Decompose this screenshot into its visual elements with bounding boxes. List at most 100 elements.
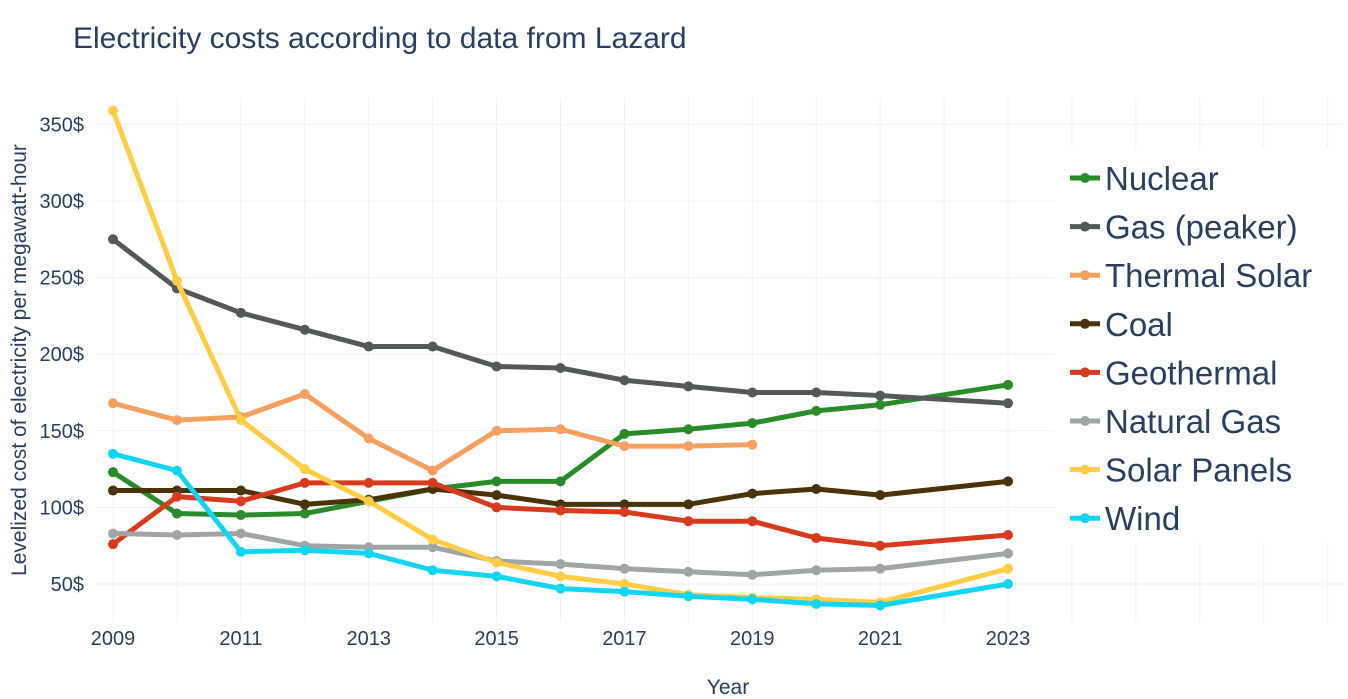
data-point (171, 465, 182, 476)
data-point (491, 361, 502, 372)
data-point (875, 399, 886, 410)
legend-item[interactable]: Gas (peaker) (1070, 209, 1298, 246)
data-point (171, 415, 182, 426)
data-point (875, 600, 886, 611)
data-point (555, 476, 566, 487)
data-point (108, 467, 118, 478)
data-point (235, 496, 246, 507)
y-tick-label: 50$ (51, 574, 84, 596)
data-point (235, 415, 246, 426)
legend-swatch-marker (1080, 464, 1090, 475)
data-point (619, 579, 630, 589)
data-point (427, 465, 438, 476)
data-point (619, 375, 630, 386)
data-point (683, 516, 694, 527)
y-tick-label: 100$ (40, 497, 85, 519)
data-point (683, 499, 694, 510)
data-point (427, 477, 438, 488)
data-point (875, 540, 886, 551)
data-point (1003, 398, 1014, 409)
y-tick-label: 350$ (40, 114, 85, 136)
data-point (1003, 476, 1014, 487)
series-line (110, 530, 1011, 578)
chart-title: Electricity costs according to data from… (73, 22, 687, 55)
legend-label: Coal (1105, 306, 1173, 343)
legend-label: Geothermal (1105, 354, 1277, 391)
series-line (110, 236, 1011, 406)
x-tick-label: 2023 (986, 628, 1031, 650)
data-point (299, 499, 310, 510)
y-tick-label: 150$ (40, 421, 85, 443)
data-point (555, 559, 566, 570)
x-tick-label: 2011 (219, 628, 262, 650)
data-point (683, 424, 694, 435)
data-point (683, 441, 694, 452)
data-point (299, 324, 310, 335)
data-point (363, 548, 374, 559)
data-point (1003, 563, 1014, 574)
x-axis-title: Year (707, 676, 749, 699)
data-point (1003, 579, 1014, 589)
data-point (491, 571, 502, 582)
data-point (235, 485, 246, 496)
x-tick-label: 2013 (346, 628, 391, 650)
legend-item[interactable]: Coal (1070, 306, 1173, 343)
data-point (555, 362, 566, 373)
data-point (235, 307, 246, 318)
data-point (555, 583, 566, 594)
series-thermal-solar (108, 389, 758, 476)
y-tick-label: 300$ (40, 191, 85, 213)
data-point (619, 499, 630, 510)
x-tick-label: 2019 (730, 628, 775, 650)
data-point (108, 528, 118, 539)
data-point (427, 542, 438, 553)
data-point (108, 539, 118, 550)
data-point (171, 508, 182, 519)
data-point (555, 505, 566, 516)
data-point (1003, 548, 1014, 559)
data-point (875, 563, 886, 574)
legend-item[interactable]: Solar Panels (1070, 452, 1292, 489)
data-point (171, 529, 182, 540)
data-point (619, 586, 630, 597)
legend-background (1055, 148, 1345, 543)
data-point (171, 491, 182, 502)
data-point (363, 433, 374, 444)
legend-item[interactable]: Wind (1070, 500, 1180, 537)
data-point (811, 533, 822, 544)
x-axis-ticks: 2009 2011 2013 2015 2017 2019 2021 2023 (91, 628, 1031, 650)
data-point (491, 490, 502, 501)
data-point (619, 441, 630, 452)
x-tick-label: 2015 (474, 628, 519, 650)
data-point (363, 477, 374, 488)
data-point (108, 485, 118, 496)
legend-swatch-marker (1080, 367, 1090, 378)
legend: Nuclear Gas (peaker) Thermal Solar Coal Geot… (1070, 160, 1312, 537)
x-tick-label: 2021 (858, 628, 903, 650)
data-point (747, 488, 758, 499)
data-point (747, 439, 758, 450)
data-point (235, 528, 246, 539)
data-point (875, 490, 886, 501)
data-point (683, 591, 694, 602)
data-point (491, 476, 502, 487)
legend-swatch-marker (1080, 318, 1090, 329)
legend-item[interactable]: Geothermal (1070, 354, 1277, 391)
data-point (875, 390, 886, 401)
legend-label: Gas (peaker) (1105, 209, 1298, 246)
series-line (110, 480, 1011, 549)
y-axis-title: Levelized cost of electricity per megawa… (8, 144, 31, 576)
legend-item[interactable]: Nuclear (1070, 160, 1219, 197)
data-point (619, 506, 630, 517)
data-point (491, 557, 502, 568)
data-point (811, 387, 822, 398)
data-point (108, 448, 118, 459)
legend-swatch-marker (1080, 513, 1090, 524)
legend-swatch-marker (1080, 221, 1090, 232)
y-tick-label: 250$ (40, 268, 85, 290)
series-gas-peaker (108, 234, 1014, 409)
legend-item[interactable]: Natural Gas (1070, 403, 1281, 440)
legend-item[interactable]: Thermal Solar (1070, 257, 1312, 294)
data-point (1003, 529, 1014, 540)
